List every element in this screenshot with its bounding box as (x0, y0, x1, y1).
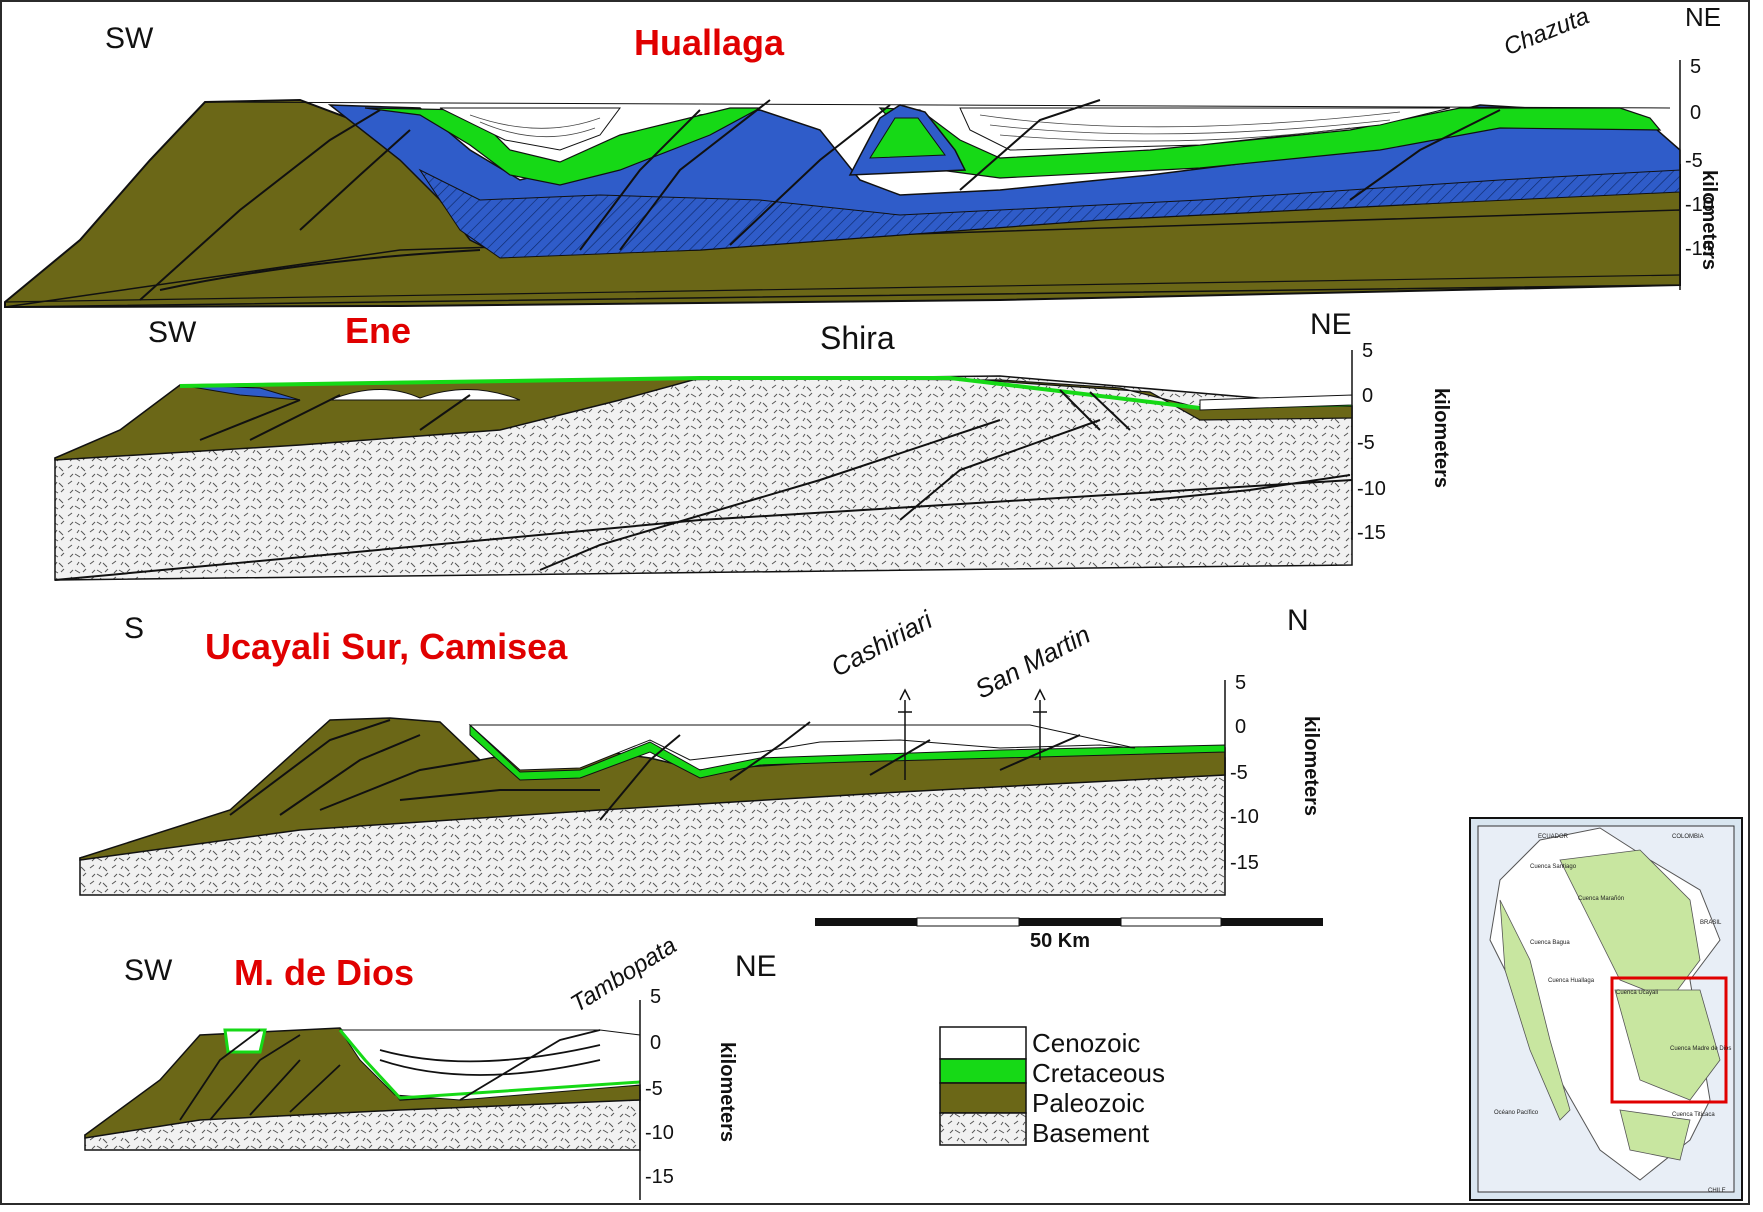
section-1-right-direction: NE (1685, 2, 1722, 32)
section-2-title: Ene (345, 310, 412, 351)
section-2-tick-5: 5 (1362, 340, 1374, 362)
section-1-tick-minus5: -5 (1685, 150, 1703, 172)
section-ene-drawing (54, 375, 1353, 581)
section-4-tick-0: 0 (650, 1032, 662, 1054)
section-1-title: Huallaga (634, 22, 785, 63)
section-1-axis-label: kilometers (1698, 170, 1720, 271)
map-label-chile: CHILE (1708, 1188, 1726, 1194)
section-4-left-direction: SW (124, 954, 173, 987)
map-label-maranon: Cuenca Marañón (1578, 896, 1625, 902)
section-1-tick-minus15: -15 (1685, 238, 1714, 260)
section-1-tick-0: 0 (1690, 102, 1702, 124)
section-3-tick-minus5: -5 (1230, 762, 1248, 784)
section-2-right-direction: NE (1310, 308, 1352, 341)
section-2-tick-0: 0 (1362, 385, 1374, 407)
scale-bar-graphic (815, 917, 1323, 927)
section-3-tick-5: 5 (1235, 672, 1247, 694)
section-1-tick-5: 5 (1690, 56, 1702, 78)
map-label-colombia: COLOMBIA (1672, 834, 1704, 840)
section-mdedios-drawing (84, 1027, 641, 1151)
section-3-left-direction: S (124, 612, 145, 645)
section-2-left-direction: SW (148, 316, 197, 349)
map-label-oceano: Océano Pacífico (1494, 1110, 1539, 1116)
map-label-brasil: BRASIL (1700, 920, 1722, 926)
legend-item-paleozoic: Paleozoic (1032, 1088, 1145, 1118)
map-label-ucayali: Cuenca Ucayali (1616, 990, 1659, 996)
section-1-tick-minus10: -10 (1685, 194, 1714, 216)
section-4-tick-5: 5 (650, 986, 662, 1008)
section-2-locality-shira: Shira (820, 320, 895, 356)
section-3-tick-minus15: -15 (1230, 852, 1259, 874)
section-3-tick-minus10: -10 (1230, 806, 1259, 828)
section-4-tick-minus10: -10 (645, 1122, 674, 1144)
map-label-titicaca: Cuenca Titicaca (1672, 1112, 1715, 1118)
axis-ticks (639, 60, 1681, 1200)
legend-swatches (939, 1026, 1027, 1146)
map-label-huallaga: Cuenca Huallaga (1548, 978, 1595, 984)
legend-item-cretaceous: Cretaceous (1032, 1058, 1165, 1088)
section-huallaga-drawing (4, 98, 1681, 309)
section-ucayali-drawing (79, 688, 1226, 896)
section-4-right-direction: NE (735, 950, 777, 983)
section-3-title: Ucayali Sur, Camisea (205, 626, 568, 667)
legend-item-cenozoic: Cenozoic (1032, 1028, 1141, 1058)
section-4-title: M. de Dios (234, 952, 415, 993)
section-2-tick-minus5: -5 (1357, 432, 1375, 454)
section-1-left-direction: SW (105, 22, 154, 55)
legend-item-basement: Basement (1032, 1118, 1150, 1148)
section-3-tick-0: 0 (1235, 716, 1247, 738)
map-label-bagua: Cuenca Bagua (1530, 940, 1570, 946)
scale-bar-label: 50 Km (1030, 930, 1091, 952)
section-4-axis-label: kilometers (716, 1042, 738, 1143)
section-2-axis-label: kilometers (1430, 388, 1452, 489)
section-2-tick-minus15: -15 (1357, 522, 1386, 544)
section-3-axis-label: kilometers (1300, 716, 1322, 817)
section-3-right-direction: N (1287, 604, 1309, 637)
map-label-madre: Cuenca Madre de Dios (1670, 1046, 1732, 1052)
map-label-ecuador: ECUADOR (1538, 834, 1569, 840)
map-label-santiago: Cuenca Santiago (1530, 864, 1577, 870)
section-2-tick-minus10: -10 (1357, 478, 1386, 500)
inset-map (1469, 817, 1743, 1201)
section-4-tick-minus15: -15 (645, 1166, 674, 1188)
section-4-tick-minus5: -5 (645, 1078, 663, 1100)
